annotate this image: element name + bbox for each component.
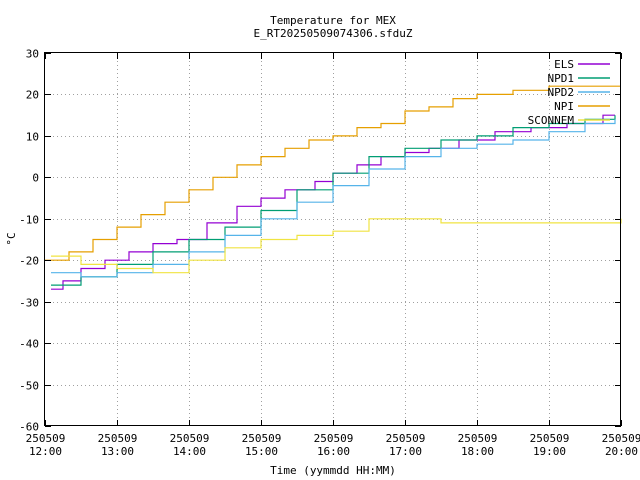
x-tick-date-label: 250509 (98, 432, 138, 445)
y-tick-label: -10 (19, 214, 39, 227)
x-tick-date-label: 250509 (530, 432, 570, 445)
x-tick-time-label: 20:00 (605, 445, 638, 458)
x-tick-time-label: 14:00 (173, 445, 206, 458)
x-tick-date-label: 250509 (602, 432, 640, 445)
y-tick-label: -30 (19, 297, 39, 310)
y-tick-label: 10 (26, 131, 39, 144)
y-tick-label: -50 (19, 380, 39, 393)
x-tick-date-label: 250509 (314, 432, 354, 445)
chart-subtitle: E_RT20250509074306.sfduZ (254, 27, 413, 40)
x-tick-date-label: 250509 (458, 432, 498, 445)
x-tick-time-label: 18:00 (461, 445, 494, 458)
x-tick-date-label: 250509 (26, 432, 66, 445)
series-line-npi (45, 85, 621, 261)
series-line-npd1 (51, 115, 616, 286)
x-tick-time-label: 19:00 (533, 445, 566, 458)
x-tick-date-label: 250509 (386, 432, 426, 445)
y-tick-label: 30 (26, 48, 39, 61)
legend-label: NPD1 (548, 72, 575, 85)
x-tick-time-label: 12:00 (29, 445, 62, 458)
series-lines (45, 85, 622, 290)
x-tick-time-label: 15:00 (245, 445, 278, 458)
x-axis-label: Time (yymmdd HH:MM) (270, 464, 396, 477)
plot-frame (44, 52, 621, 426)
x-tick-date-label: 250509 (242, 432, 282, 445)
y-tick-label: -60 (19, 421, 39, 434)
x-tick-date-label: 250509 (170, 432, 210, 445)
gridlines (45, 53, 621, 426)
x-tick-time-label: 13:00 (101, 445, 134, 458)
legend-label: SCONNEM (528, 114, 575, 127)
y-tick-label: -40 (19, 338, 39, 351)
x-tick-time-label: 17:00 (389, 445, 422, 458)
x-tick-time-label: 16:00 (317, 445, 350, 458)
legend-label: ELS (554, 58, 574, 71)
y-tick-label: 20 (26, 89, 39, 102)
series-line-sconnem (51, 218, 622, 274)
legend-label: NPI (554, 100, 574, 113)
chart-title: Temperature for MEX (270, 14, 396, 27)
legend-label: NPD2 (548, 86, 575, 99)
y-tick-label: -20 (19, 255, 39, 268)
axis-ticks: -60-50-40-30-20-10010203025050912:002505… (19, 48, 640, 459)
series-line-els (51, 114, 615, 290)
y-axis-label: °C (5, 232, 18, 245)
y-tick-label: 0 (32, 172, 39, 185)
